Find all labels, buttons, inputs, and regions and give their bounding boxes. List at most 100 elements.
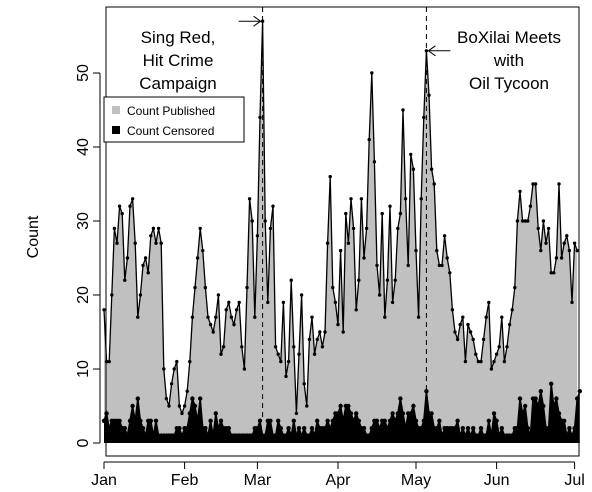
marker-published-69 — [281, 300, 286, 305]
marker-censored-105 — [374, 418, 380, 423]
marker-published-166 — [533, 182, 538, 186]
marker-censored-181 — [572, 426, 577, 431]
marker-published-132 — [445, 256, 449, 260]
marker-published-96 — [351, 226, 356, 231]
marker-censored-59 — [255, 426, 260, 431]
marker-published-139 — [463, 359, 468, 364]
marker-published-29 — [177, 404, 182, 408]
marker-published-149 — [489, 367, 494, 371]
marker-censored-74 — [294, 433, 299, 438]
marker-censored-68 — [278, 426, 283, 431]
marker-published-36 — [195, 256, 200, 260]
marker-censored-82 — [315, 418, 320, 423]
marker-published-44 — [216, 293, 221, 297]
marker-published-57 — [250, 219, 254, 223]
marker-published-168 — [539, 248, 543, 253]
marker-censored-111 — [390, 411, 395, 416]
x-tick-label-jul: Jul — [564, 472, 584, 489]
marker-censored-66 — [273, 433, 278, 438]
annotation-text-1-2: Oil Tycoon — [469, 74, 549, 93]
y-tick-label-0: 0 — [75, 438, 92, 447]
chart-markers — [101, 19, 582, 438]
marker-published-160 — [518, 189, 522, 194]
x-tick-label-jan: Jan — [91, 472, 117, 489]
marker-censored-16 — [143, 433, 148, 438]
marker-published-55 — [245, 285, 249, 290]
marker-published-30 — [180, 411, 184, 416]
marker-censored-109 — [385, 426, 390, 431]
marker-published-9 — [125, 256, 130, 260]
marker-published-155 — [505, 345, 509, 349]
marker-published-102 — [367, 137, 371, 142]
marker-published-159 — [515, 219, 520, 223]
marker-censored-88 — [330, 418, 335, 423]
marker-censored-72 — [289, 433, 294, 438]
marker-published-173 — [552, 271, 556, 275]
marker-published-150 — [492, 359, 496, 364]
marker-published-11 — [130, 197, 135, 201]
marker-published-89 — [333, 300, 338, 305]
marker-published-119 — [411, 167, 416, 171]
marker-censored-20 — [153, 418, 159, 423]
marker-published-104 — [372, 160, 377, 164]
marker-censored-122 — [419, 426, 424, 431]
annotation-text-1-0: BoXilai Meets — [457, 28, 561, 47]
marker-published-154 — [502, 359, 507, 364]
marker-published-112 — [393, 278, 397, 282]
marker-published-111 — [390, 300, 395, 305]
marker-censored-166 — [533, 396, 538, 401]
marker-censored-151 — [494, 418, 499, 423]
marker-censored-19 — [151, 433, 156, 438]
marker-censored-175 — [556, 411, 562, 416]
y-tick-label-50: 50 — [75, 64, 92, 82]
marker-published-23 — [162, 367, 166, 371]
marker-censored-174 — [554, 396, 559, 401]
marker-censored-136 — [455, 418, 460, 423]
marker-published-134 — [450, 308, 455, 312]
marker-published-19 — [151, 226, 156, 231]
marker-censored-180 — [569, 433, 575, 438]
marker-published-88 — [331, 285, 335, 290]
marker-published-50 — [232, 322, 236, 327]
legend-label-censored: Count Censored — [127, 124, 214, 138]
marker-published-95 — [349, 197, 353, 201]
marker-published-72 — [289, 278, 293, 282]
marker-censored-139 — [463, 433, 468, 438]
annotation-text-0-1: Hit Crime — [143, 51, 214, 70]
marker-published-40 — [206, 315, 210, 319]
marker-published-118 — [409, 152, 413, 157]
marker-censored-159 — [515, 426, 520, 431]
marker-published-120 — [414, 248, 418, 253]
marker-censored-183 — [577, 389, 582, 394]
marker-published-170 — [544, 241, 548, 245]
marker-censored-62 — [263, 433, 268, 438]
marker-censored-94 — [346, 403, 351, 409]
marker-published-32 — [185, 389, 189, 393]
marker-censored-87 — [328, 426, 333, 431]
marker-published-76 — [299, 293, 304, 297]
marker-censored-9 — [125, 433, 130, 438]
annotation-texts: Sing Red, Hit Crime Campaign BoXilai Meets w… — [139, 28, 561, 93]
marker-published-181 — [572, 241, 577, 245]
marker-published-7 — [120, 211, 124, 216]
marker-published-73 — [292, 345, 296, 349]
marker-censored-149 — [489, 433, 494, 438]
marker-censored-177 — [562, 418, 567, 423]
marker-published-86 — [325, 241, 330, 245]
marker-censored-163 — [525, 426, 530, 431]
marker-censored-148 — [486, 418, 491, 423]
marker-published-61 — [260, 19, 265, 23]
marker-published-83 — [318, 330, 322, 334]
marker-censored-10 — [127, 418, 133, 423]
marker-published-28 — [175, 359, 179, 364]
marker-censored-172 — [549, 381, 554, 386]
marker-censored-95 — [348, 411, 354, 416]
marker-published-151 — [494, 352, 499, 356]
marker-censored-30 — [179, 433, 185, 438]
marker-censored-169 — [541, 403, 546, 409]
marker-published-164 — [528, 204, 533, 208]
marker-published-75 — [297, 352, 301, 356]
marker-published-12 — [133, 241, 137, 245]
marker-published-143 — [474, 352, 478, 356]
annotation-arrowhead-1 — [427, 45, 436, 57]
